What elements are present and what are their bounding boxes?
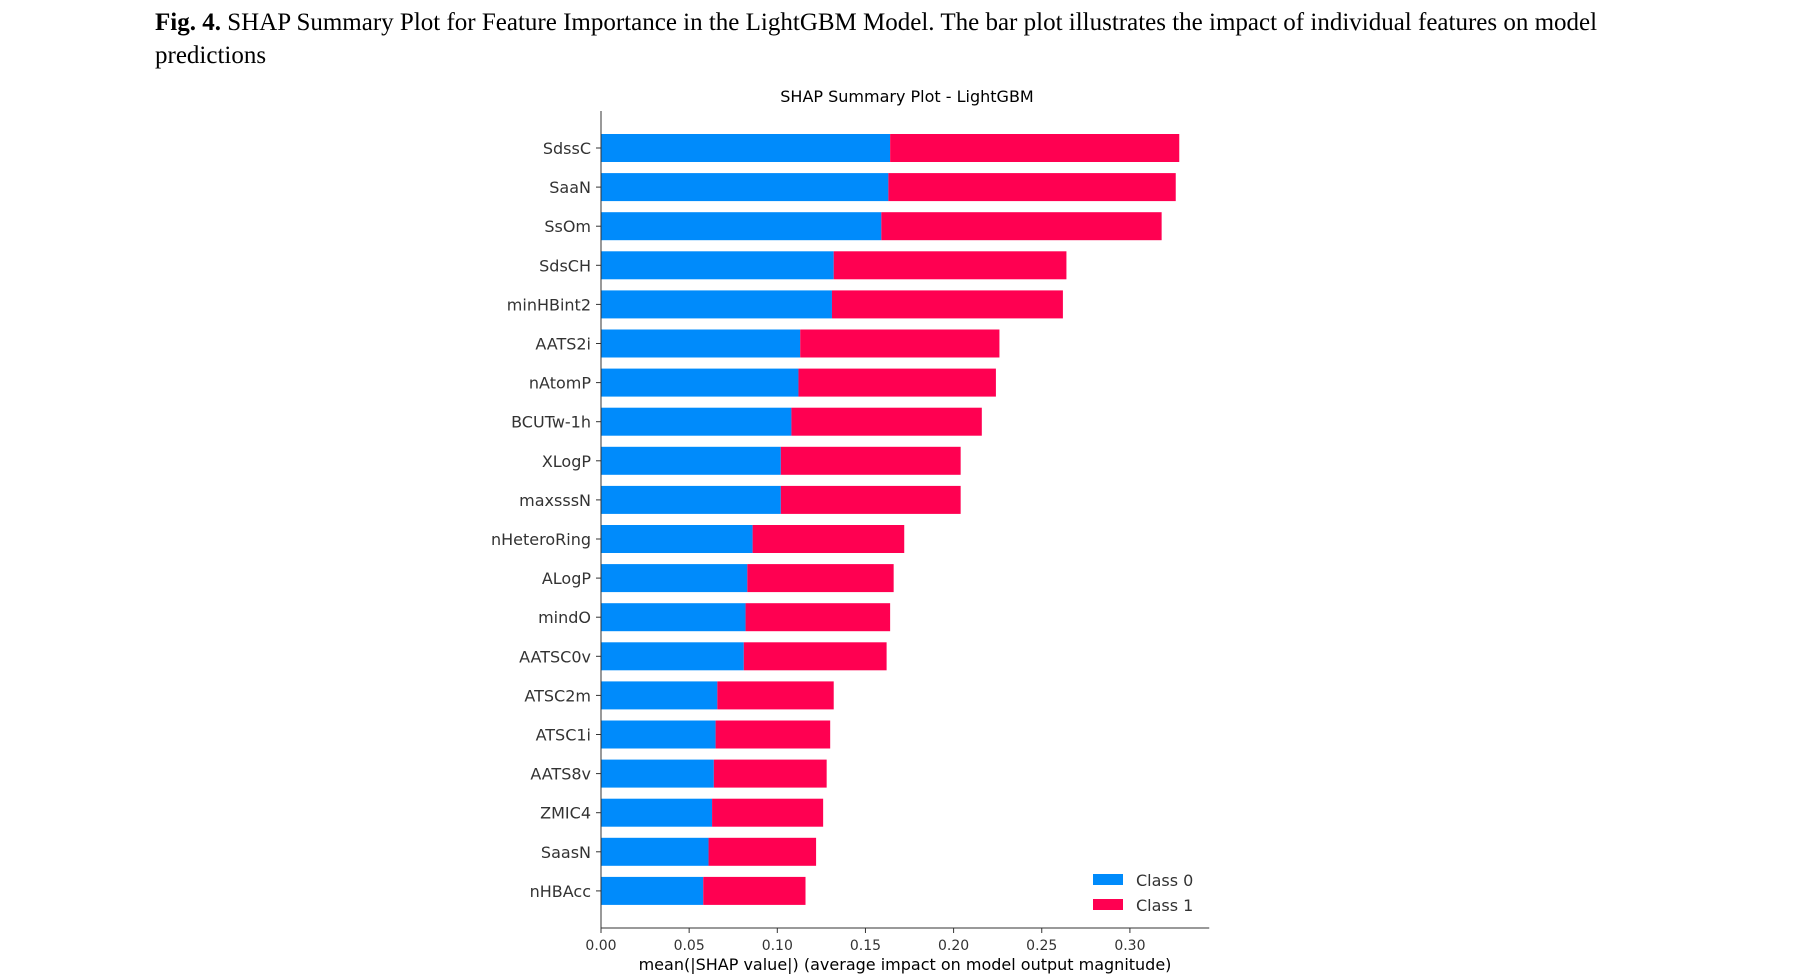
bar-BCUTw-1h-class1 <box>791 407 982 436</box>
y-tick-label-SdsCH: SdsCH <box>539 256 591 275</box>
bar-nHeteroRing-class0 <box>601 525 753 553</box>
y-tick-label-ATSC1i: ATSC1i <box>536 726 591 745</box>
bar-ATSC1i-class0 <box>601 720 716 749</box>
y-tick-label-ALogP: ALogP <box>542 569 592 588</box>
y-tick-label-ATSC2m: ATSC2m <box>524 686 591 705</box>
bar-minHBint2-class0 <box>601 290 832 319</box>
bar-AATS8v-class1 <box>713 759 827 788</box>
bar-BCUTw-1h-class0 <box>601 407 792 436</box>
bar-nAtomP-class1 <box>798 368 996 397</box>
bar-maxsssN-class0 <box>601 485 781 514</box>
bar-AATSC0v-class0 <box>601 642 744 671</box>
bar-SaasN-class1 <box>708 837 817 866</box>
bar-SaasN-class0 <box>601 837 709 866</box>
legend-label-class0: Class 0 <box>1136 871 1193 890</box>
bar-SsOm-class0 <box>601 212 882 241</box>
x-tick-label-0.20: 0.20 <box>938 938 969 954</box>
y-tick-label-XLogP: XLogP <box>542 452 592 471</box>
bar-SdsCH-class1 <box>833 251 1067 280</box>
bar-ZMIC4-class0 <box>601 798 713 827</box>
y-tick-label-BCUTw-1h: BCUTw-1h <box>511 413 591 432</box>
bar-XLogP-class0 <box>601 446 781 475</box>
bar-AATS2i-class1 <box>800 329 1000 358</box>
bar-maxsssN-class1 <box>780 485 961 514</box>
y-tick-label-AATS2i: AATS2i <box>535 335 591 354</box>
bar-ALogP-class1 <box>747 564 894 593</box>
legend-label-class1: Class 1 <box>1136 896 1193 915</box>
bar-SaaN-class0 <box>601 173 889 202</box>
bar-nAtomP-class0 <box>601 368 799 397</box>
x-tick-label-0.15: 0.15 <box>850 938 881 954</box>
y-tick-label-SdssC: SdssC <box>543 139 591 158</box>
y-tick-label-SsOm: SsOm <box>544 217 591 236</box>
bar-mindO-class0 <box>601 603 746 632</box>
chart-title: SHAP Summary Plot - LightGBM <box>780 87 1033 106</box>
x-tick-label-0.30: 0.30 <box>1114 938 1145 954</box>
figure-caption: Fig. 4. SHAP Summary Plot for Feature Im… <box>155 6 1675 72</box>
y-tick-label-nAtomP: nAtomP <box>529 374 591 393</box>
x-axis-label: mean(|SHAP value|) (average impact on mo… <box>639 955 1172 974</box>
x-tick-label-0.00: 0.00 <box>585 938 616 954</box>
bar-XLogP-class1 <box>780 446 961 475</box>
x-tick-label-0.05: 0.05 <box>674 938 705 954</box>
y-tick-label-nHeteroRing: nHeteroRing <box>491 530 591 549</box>
bar-AATS2i-class0 <box>601 329 801 358</box>
bar-ZMIC4-class1 <box>712 798 824 827</box>
bar-SaaN-class1 <box>888 173 1176 202</box>
bar-mindO-class1 <box>745 603 891 632</box>
bar-nHBAcc-class1 <box>703 876 806 905</box>
bar-minHBint2-class1 <box>831 290 1063 319</box>
x-tick-label-0.25: 0.25 <box>1026 938 1057 954</box>
y-tick-label-mindO: mindO <box>538 608 591 627</box>
bar-SdsCH-class0 <box>601 251 834 280</box>
figure-label: Fig. 4. <box>155 9 221 36</box>
bar-AATS8v-class0 <box>601 759 714 788</box>
y-tick-label-minHBint2: minHBint2 <box>507 295 591 314</box>
legend-swatch-class1 <box>1093 899 1123 910</box>
bar-ALogP-class0 <box>601 564 748 593</box>
bars-group <box>601 134 1180 905</box>
y-tick-label-AATSC0v: AATSC0v <box>519 647 591 666</box>
bar-AATSC0v-class1 <box>743 642 887 671</box>
bar-nHBAcc-class0 <box>601 876 704 905</box>
x-axis: 0.00 0.05 0.10 0.15 0.20 0.25 0.30 <box>585 927 1210 954</box>
bar-SsOm-class1 <box>881 212 1162 241</box>
legend-swatch-class0 <box>1093 874 1123 885</box>
legend: Class 0 Class 1 <box>1093 871 1193 915</box>
caption-text: SHAP Summary Plot for Feature Importance… <box>155 9 1598 69</box>
y-tick-labels: SdssC SaaN SsOm SdsCH minHBint2 AATS2i nAtomP B… <box>491 139 601 901</box>
bar-ATSC2m-class1 <box>717 681 834 710</box>
bar-ATSC2m-class0 <box>601 681 718 710</box>
y-tick-label-SaaN: SaaN <box>549 178 591 197</box>
y-tick-label-ZMIC4: ZMIC4 <box>540 804 591 823</box>
y-tick-label-SaasN: SaasN <box>541 843 591 862</box>
x-tick-label-0.10: 0.10 <box>762 938 793 954</box>
y-tick-label-AATS8v: AATS8v <box>530 765 591 784</box>
bar-SdssC-class0 <box>601 134 891 162</box>
bar-SdssC-class1 <box>890 134 1180 162</box>
bar-nHeteroRing-class1 <box>752 525 905 553</box>
bar-ATSC1i-class1 <box>715 720 831 749</box>
y-tick-label-maxsssN: maxsssN <box>519 491 591 510</box>
y-tick-label-nHBAcc: nHBAcc <box>530 882 591 901</box>
